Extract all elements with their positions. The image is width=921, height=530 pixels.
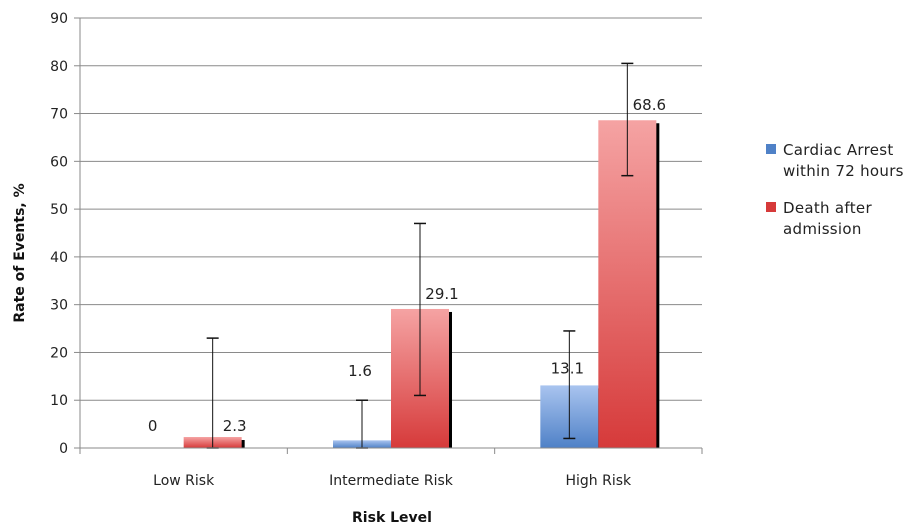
axes: [74, 17, 703, 454]
y-tick-label: 30: [50, 298, 68, 314]
legend-swatch-blue: [766, 144, 776, 154]
y-tick-label: 50: [50, 202, 68, 218]
x-tick-label: High Risk: [566, 473, 633, 489]
y-tick-label: 0: [59, 441, 68, 457]
data-label: 29.1: [425, 285, 458, 303]
data-label: 1.6: [348, 362, 372, 380]
y-tick-label: 90: [50, 11, 68, 27]
x-tick-label: Intermediate Risk: [329, 473, 454, 489]
error-bars: [206, 62, 634, 449]
y-tick-label: 10: [50, 393, 68, 409]
legend-item-death: Death after admission: [766, 198, 916, 240]
y-axis-title: Rate of Events, %: [12, 183, 28, 322]
legend-swatch-red: [766, 202, 776, 212]
legend-label: Death after admission: [783, 199, 872, 238]
bars: [183, 120, 660, 448]
labels: 0 10 20 30 40 50 60 70 80 90 Low Risk Intermediate …: [50, 11, 666, 489]
y-tick-label: 20: [50, 345, 68, 361]
data-label: 13.1: [551, 359, 584, 377]
x-tick-label: Low Risk: [153, 473, 215, 489]
data-label: 0: [148, 417, 158, 435]
data-label: 2.3: [223, 417, 247, 435]
legend: Cardiac Arrest within 72 hours Death aft…: [766, 140, 916, 256]
y-tick-label: 80: [50, 59, 68, 75]
y-tick-label: 70: [50, 107, 68, 123]
gridlines: [80, 17, 702, 401]
y-tick-label: 40: [50, 250, 68, 266]
data-label: 68.6: [633, 96, 666, 114]
x-axis-title: Risk Level: [352, 510, 432, 526]
y-tick-label: 60: [50, 154, 68, 170]
legend-item-cardiac-arrest: Cardiac Arrest within 72 hours: [766, 140, 916, 182]
legend-label: Cardiac Arrest within 72 hours: [783, 141, 904, 180]
